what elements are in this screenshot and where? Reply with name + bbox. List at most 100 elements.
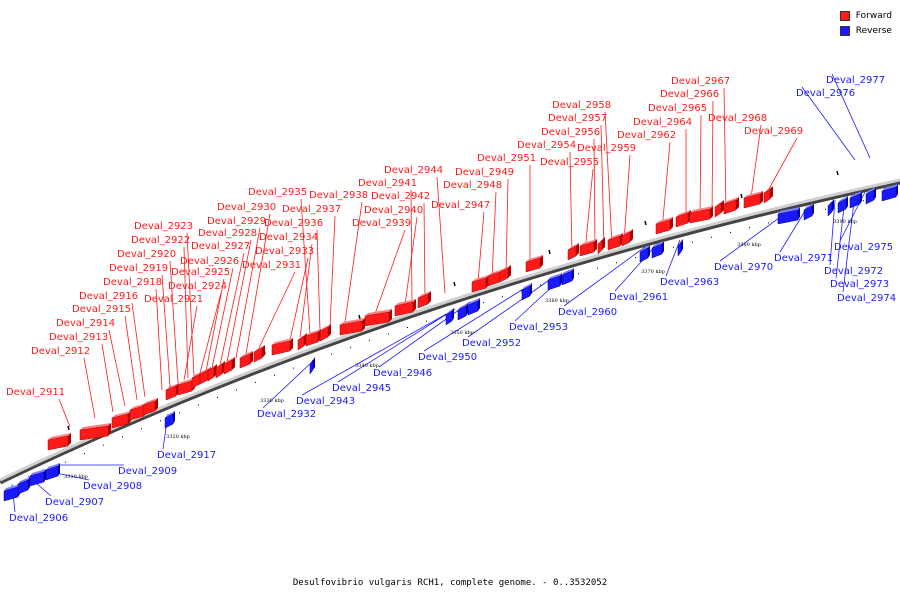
scale-dot — [388, 333, 389, 335]
gene-label[interactable]: Deval_2970 — [714, 262, 773, 273]
forward-gene-box-side — [250, 351, 253, 364]
gene-label[interactable]: Deval_2942 — [371, 191, 430, 202]
gene-label[interactable]: Deval_2920 — [117, 249, 176, 260]
legend-reverse-label: Reverse — [855, 25, 892, 36]
gene-label[interactable]: Deval_2918 — [103, 277, 162, 288]
gene-label[interactable]: Deval_2972 — [824, 266, 883, 277]
reverse-gene-box — [521, 285, 531, 301]
gene-leader-line — [124, 315, 138, 401]
gene-label[interactable]: Deval_2909 — [118, 466, 177, 477]
gene-label[interactable]: Deval_2919 — [109, 263, 168, 274]
gene-label[interactable]: Deval_2947 — [431, 200, 490, 211]
gene-label[interactable]: Deval_2969 — [744, 126, 803, 137]
gene-label[interactable]: Deval_2962 — [617, 130, 676, 141]
gene-label[interactable]: Deval_2944 — [384, 165, 443, 176]
gene-label[interactable]: Deval_2934 — [259, 232, 318, 243]
gene-label[interactable]: Deval_2930 — [217, 202, 276, 213]
gene-label[interactable]: Deval_2917 — [157, 450, 216, 461]
gene-label[interactable]: Deval_2976 — [796, 88, 855, 99]
gene-label[interactable]: Deval_2914 — [56, 318, 115, 329]
gene-label[interactable]: Deval_2916 — [79, 291, 138, 302]
forward-gene-box-side — [290, 338, 293, 351]
forward-gene-box-top — [112, 411, 131, 418]
gene-label[interactable]: Deval_2946 — [373, 368, 432, 379]
gene-label[interactable]: Deval_2949 — [455, 167, 514, 178]
gene-label[interactable]: Deval_2938 — [309, 190, 368, 201]
gene-label[interactable]: Deval_2908 — [83, 481, 142, 492]
gene-label[interactable]: Deval_2954 — [517, 140, 576, 151]
reverse-gene-box-side — [681, 239, 683, 252]
gene-label[interactable]: Deval_2936 — [264, 218, 323, 229]
gene-label[interactable]: Deval_2945 — [332, 383, 391, 394]
reverse-gene-box-side — [798, 207, 800, 220]
gene-label[interactable]: Deval_2963 — [660, 277, 719, 288]
gene-label[interactable]: Deval_2931 — [242, 260, 301, 271]
gene-label[interactable]: Deval_2906 — [9, 513, 68, 524]
reverse-gene-box-top — [165, 411, 175, 418]
forward-gene-box-top — [395, 299, 416, 306]
gene-label[interactable]: Deval_2933 — [255, 246, 314, 257]
gene-label[interactable]: Deval_2929 — [207, 216, 266, 227]
gene-label[interactable]: Deval_2974 — [837, 293, 896, 304]
gene-label[interactable]: Deval_2928 — [198, 228, 257, 239]
gene-label[interactable]: Deval_2935 — [248, 187, 307, 198]
gene-label[interactable]: Deval_2964 — [633, 117, 692, 128]
reverse-gene-box-top — [562, 268, 574, 275]
gene-label[interactable]: Deval_2951 — [477, 153, 536, 164]
gene-label[interactable]: Deval_2915 — [72, 304, 131, 315]
gene-label[interactable]: Deval_2941 — [358, 178, 417, 189]
reverse-gene-box-side — [662, 241, 664, 254]
forward-gene-box-side — [670, 217, 673, 230]
forward-gene-box-side — [232, 357, 235, 370]
gene-leader-line — [211, 267, 234, 369]
gene-label[interactable]: Deval_2925 — [171, 267, 230, 278]
gene-label[interactable]: Deval_2940 — [364, 205, 423, 216]
scale-tick-label: 3320 kbp — [166, 434, 190, 440]
gene-label[interactable]: Deval_2912 — [31, 346, 90, 357]
forward-gene-box-side — [155, 398, 158, 411]
gene-label[interactable]: Deval_2922 — [131, 235, 190, 246]
forward-gene-box-top — [608, 233, 623, 240]
gene-label[interactable]: Deval_2956 — [541, 127, 600, 138]
forward-swatch — [839, 10, 850, 21]
gene-label[interactable]: Deval_2943 — [296, 396, 355, 407]
forward-gene-box — [714, 202, 722, 218]
gene-label[interactable]: Deval_2950 — [418, 352, 477, 363]
gene-label[interactable]: Deval_2926 — [180, 256, 239, 267]
gene-label[interactable]: Deval_2913 — [49, 332, 108, 343]
gene-label[interactable]: Deval_2927 — [191, 241, 250, 252]
gene-label[interactable]: Deval_2911 — [6, 387, 65, 398]
gene-label[interactable]: Deval_2961 — [609, 292, 668, 303]
gene-leader-line — [831, 73, 871, 159]
gene-label[interactable]: Deval_2966 — [660, 89, 719, 100]
gene-label[interactable]: Deval_2952 — [462, 338, 521, 349]
gene-label[interactable]: Deval_2967 — [671, 76, 730, 87]
forward-gene-box-side — [630, 229, 633, 242]
reverse-gene-box — [445, 310, 453, 326]
gene-label[interactable]: Deval_2968 — [708, 113, 767, 124]
gene-label[interactable]: Deval_2958 — [552, 100, 611, 111]
gene-label[interactable]: Deval_2957 — [548, 113, 607, 124]
gene-label[interactable]: Deval_2953 — [509, 322, 568, 333]
reverse-gene-box-top — [458, 303, 468, 310]
gene-label[interactable]: Deval_2975 — [834, 242, 893, 253]
gene-label[interactable]: Deval_2948 — [443, 180, 502, 191]
gene-label[interactable]: Deval_2923 — [134, 221, 193, 232]
gene-label[interactable]: Deval_2924 — [168, 281, 227, 292]
gene-label[interactable]: Deval_2977 — [826, 75, 885, 86]
gene-label[interactable]: Deval_2955 — [540, 157, 599, 168]
forward-gene-box — [607, 235, 621, 251]
scale-tick-label: 3330 kbp — [260, 398, 284, 404]
gene-label[interactable]: Deval_2907 — [45, 497, 104, 508]
forward-gene-box-side — [602, 237, 605, 250]
gene-label[interactable]: Deval_2965 — [648, 103, 707, 114]
gene-label[interactable]: Deval_2960 — [558, 307, 617, 318]
gene-label[interactable]: Deval_2973 — [830, 279, 889, 290]
gene-label[interactable]: Deval_2959 — [577, 143, 636, 154]
gene-label[interactable]: Deval_2939 — [352, 218, 411, 229]
gene-label[interactable]: Deval_2937 — [282, 204, 341, 215]
gene-label[interactable]: Deval_2921 — [144, 294, 203, 305]
gene-label[interactable]: Deval_2932 — [257, 409, 316, 420]
gene-label[interactable]: Deval_2971 — [774, 253, 833, 264]
forward-gene-box-side — [721, 200, 724, 213]
